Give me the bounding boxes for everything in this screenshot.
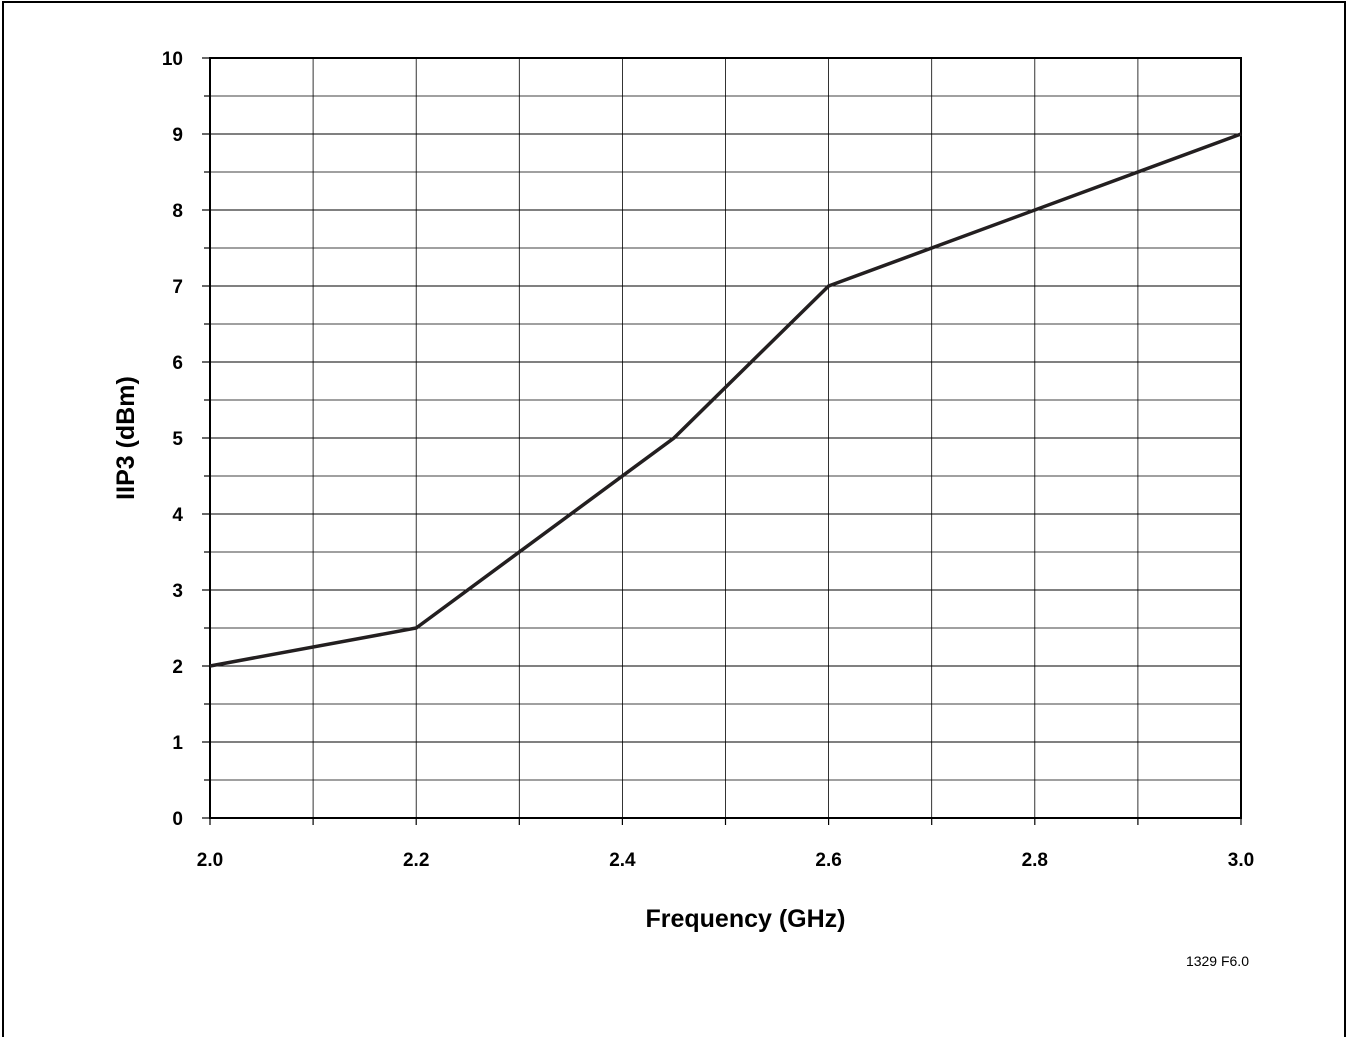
iip3-series-line (209, 132, 1242, 668)
y-tick-label: 4 (172, 505, 183, 526)
y-tick-label: 0 (172, 809, 183, 830)
y-tick-label: 10 (162, 49, 183, 70)
major-gridlines (210, 58, 1241, 818)
y-axis-title: IIP3 (dBm) (112, 376, 140, 500)
series-layer (209, 132, 1242, 668)
x-tick-label: 3.0 (1228, 850, 1254, 871)
x-axis-title: Frequency (GHz) (645, 905, 845, 933)
y-tick-label: 7 (172, 277, 183, 298)
x-tick-label: 2.2 (403, 850, 429, 871)
x-tick-label: 2.8 (1022, 850, 1048, 871)
x-tick-label: 2.6 (815, 850, 841, 871)
y-tick-label: 9 (172, 125, 183, 146)
x-tick-labels: 2.0 2.2 2.4 2.6 2.8 3.0 (197, 850, 1254, 871)
y-tick-label: 3 (172, 581, 183, 602)
y-tick-label: 8 (172, 201, 183, 222)
y-tick-label: 1 (172, 733, 183, 754)
figure-code-annotation: 1329 F6.0 (1186, 953, 1249, 969)
y-tick-labels: 0 1 2 3 4 5 6 7 8 9 10 (162, 49, 184, 830)
y-tick-label: 5 (172, 429, 183, 450)
x-tick-label: 2.4 (609, 850, 636, 871)
axis-ticks (202, 57, 1242, 825)
x-tick-label: 2.0 (197, 850, 223, 871)
y-tick-label: 6 (172, 353, 183, 374)
y-tick-label: 2 (172, 657, 183, 678)
